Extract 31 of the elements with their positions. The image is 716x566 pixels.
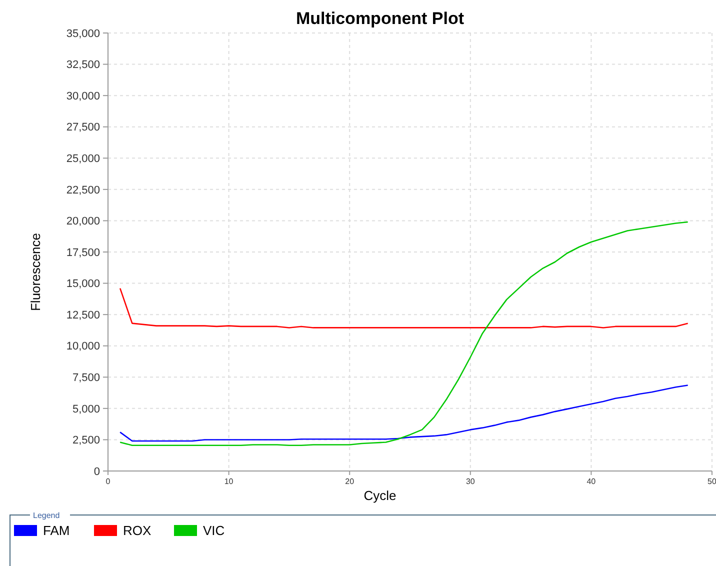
x-tick-label: 20: [345, 477, 355, 486]
y-tick-label: 0: [94, 466, 100, 478]
x-axis-title: Cycle: [364, 488, 396, 503]
y-tick-label: 2,500: [72, 434, 100, 447]
line-series: [119, 221, 688, 446]
y-tick-label: 35,000: [66, 28, 100, 40]
y-tick-label: 7,500: [72, 372, 100, 384]
y-tick-label: 30,000: [66, 90, 100, 102]
y-tick-label: 15,000: [66, 278, 100, 290]
x-tick-label: 10: [224, 477, 234, 486]
y-tick-label: 22,500: [66, 184, 100, 196]
legend-label: ROX: [123, 523, 152, 538]
legend-label: VIC: [203, 523, 225, 538]
y-tick-label: 32,500: [66, 59, 100, 72]
y-tick-label: 17,500: [66, 246, 100, 259]
line-series: [119, 288, 688, 328]
chart-title: Multicomponent Plot: [296, 9, 464, 28]
y-axis-title: Fluorescence: [28, 232, 43, 312]
y-tick-label: 5,000: [72, 403, 100, 416]
line-series: [119, 384, 688, 442]
x-tick-label: 50: [708, 477, 716, 486]
x-tick-label: 40: [586, 477, 596, 486]
legend-title: Legend: [33, 511, 60, 520]
x-tick-label: 0: [106, 477, 111, 486]
y-tick-label: 25,000: [66, 152, 100, 165]
y-tick-label: 10,000: [66, 340, 100, 353]
x-tick-label: 30: [466, 477, 476, 486]
y-tick-label: 20,000: [66, 216, 100, 228]
legend-label: FAM: [43, 523, 70, 538]
y-tick-label: 12,500: [66, 309, 100, 322]
y-tick-label: 27,500: [66, 122, 100, 134]
